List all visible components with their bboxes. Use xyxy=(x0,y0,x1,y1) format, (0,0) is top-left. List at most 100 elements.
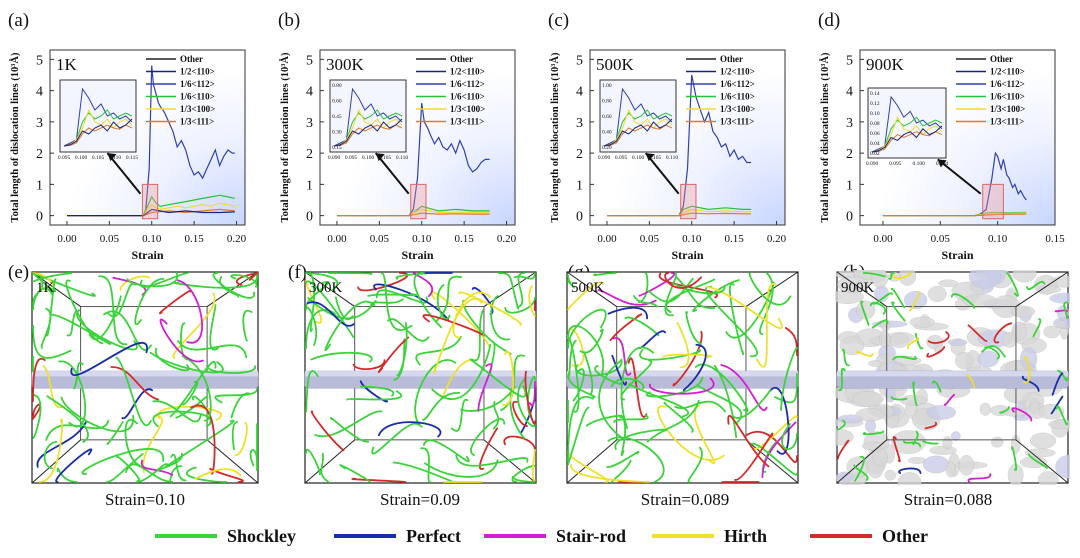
dislocation-line xyxy=(500,354,525,412)
legend-label: 1/3<111> xyxy=(720,117,754,127)
dislocation-line xyxy=(328,272,373,276)
defect-surface-blob xyxy=(852,391,884,407)
legend-item-stair-rod: Stair-rod xyxy=(484,524,626,548)
dislocation-line xyxy=(66,310,77,337)
legend-label: Other xyxy=(450,54,473,64)
dislocation-line xyxy=(477,363,493,412)
dislocation-line xyxy=(377,421,442,438)
zoom-arrow xyxy=(106,152,142,195)
x-tick-label: 0.20 xyxy=(227,233,247,245)
dislocation-line xyxy=(607,436,665,483)
legend-label: 1/3<100> xyxy=(450,104,485,114)
dislocation-line xyxy=(115,356,152,426)
dislocation-line xyxy=(613,414,649,424)
dislocation-line xyxy=(176,279,203,344)
dislocation-line xyxy=(999,406,1010,414)
dislocation-line xyxy=(1023,356,1031,384)
dislocation-line xyxy=(579,328,604,354)
dislocation-line xyxy=(172,292,216,359)
y-tick-label: 4 xyxy=(846,85,853,100)
temperature-label: 500K xyxy=(571,280,605,296)
chart-svg: 0 1 2 3 4 5 0.00 0.05 0.10 0.15 Strain Total length… xyxy=(819,49,1065,262)
dislocation-line xyxy=(593,272,617,277)
x-tick-label: 0.20 xyxy=(767,233,787,245)
legend-label: 1/3<111> xyxy=(990,117,1024,127)
x-axis-label: Strain xyxy=(401,248,433,262)
zoom-region-box xyxy=(982,183,1004,220)
dislocation-line xyxy=(837,439,850,460)
inset-plot xyxy=(59,79,137,153)
defect-surface-blob xyxy=(958,455,975,476)
dislocation-line xyxy=(305,280,330,308)
x-axis-label: Strain xyxy=(671,248,703,262)
inset-series-line xyxy=(333,108,403,147)
inset-series-line xyxy=(603,108,673,147)
dislocation-line xyxy=(207,365,257,374)
grain-boundary-highlight xyxy=(567,371,798,377)
dislocation-line xyxy=(360,385,395,397)
dislocation-line xyxy=(56,467,78,483)
dislocation-line xyxy=(981,345,1006,358)
dislocation-line xyxy=(424,459,499,478)
dislocation-line xyxy=(528,285,536,317)
defect-surface-blob xyxy=(926,405,957,420)
series-line xyxy=(67,202,235,217)
dislocation-line xyxy=(412,272,433,298)
dislocation-line xyxy=(32,393,42,439)
defect-surface-blob xyxy=(1029,397,1040,414)
arrow-head-icon xyxy=(645,153,655,162)
dislocation-line xyxy=(931,380,942,393)
dislocation-line xyxy=(1011,446,1018,471)
dislocation-line xyxy=(310,410,345,452)
dislocation-line xyxy=(169,360,217,418)
dislocation-line xyxy=(49,313,112,345)
dislocation-line xyxy=(149,351,224,374)
y-tick-label: 4 xyxy=(36,85,43,100)
inset-series-line xyxy=(603,124,673,147)
dislocation-line xyxy=(422,392,461,421)
arrow-head-icon xyxy=(937,159,947,168)
defect-surface-blob xyxy=(897,472,922,485)
grain-boundary-highlight xyxy=(32,371,258,377)
dislocation-line xyxy=(451,399,469,432)
x-tick-label: 0.10 xyxy=(412,233,432,245)
dislocation-line xyxy=(607,306,648,320)
inset-x-tick-label: 0.095 xyxy=(345,155,358,161)
inset-y-tick-label: 0.40 xyxy=(602,130,612,136)
dislocation-line xyxy=(598,359,623,439)
temperature-label: 1K xyxy=(56,55,78,74)
legend-item-other: Other xyxy=(810,524,928,548)
defect-surface-blob xyxy=(927,285,947,302)
dislocation-line xyxy=(890,396,908,401)
dislocation-line xyxy=(177,340,248,359)
inset-x-tick-label: 0.104 xyxy=(936,161,949,167)
defect-surface-blob xyxy=(879,330,891,348)
inset-x-tick-label: 0.105 xyxy=(92,155,105,161)
zoom-arrow xyxy=(374,152,410,195)
zoom-arrow xyxy=(937,158,982,195)
temperature-label: 900K xyxy=(841,280,875,296)
dislocation-line xyxy=(32,403,41,420)
zoom-region-box xyxy=(141,183,159,220)
chart-panel-d: (d) 0 1 2 3 4 5 0.00 0.05 0.10 0.15 Strain Total le… xyxy=(810,0,1080,265)
inset-x-tick-label: 0.090 xyxy=(866,161,879,167)
dislocation-line xyxy=(638,272,676,297)
dislocation-line xyxy=(841,348,850,367)
defect-surface-blob xyxy=(1024,448,1056,458)
inset-x-tick-label: 0.090 xyxy=(328,155,341,161)
box-edge xyxy=(566,439,618,484)
dislocation-line xyxy=(662,353,712,358)
panel-label: (c) xyxy=(548,10,570,31)
legend-label: Perfect xyxy=(406,525,461,546)
x-tick-label: 0.00 xyxy=(327,233,347,245)
defect-surface-blob xyxy=(1051,275,1070,288)
strain-caption: Strain=0.088 xyxy=(903,490,993,509)
y-axis-label: Total length of dislocation lines (10³Å) xyxy=(549,52,561,222)
dislocation-line xyxy=(58,360,87,428)
dislocation-line xyxy=(423,439,470,463)
dislocation-line xyxy=(106,282,137,318)
defect-surface-blob xyxy=(909,316,935,328)
inset-y-tick-label: 0.80 xyxy=(332,83,342,89)
dislocation-line xyxy=(305,449,321,476)
dislocation-line xyxy=(1055,405,1068,426)
